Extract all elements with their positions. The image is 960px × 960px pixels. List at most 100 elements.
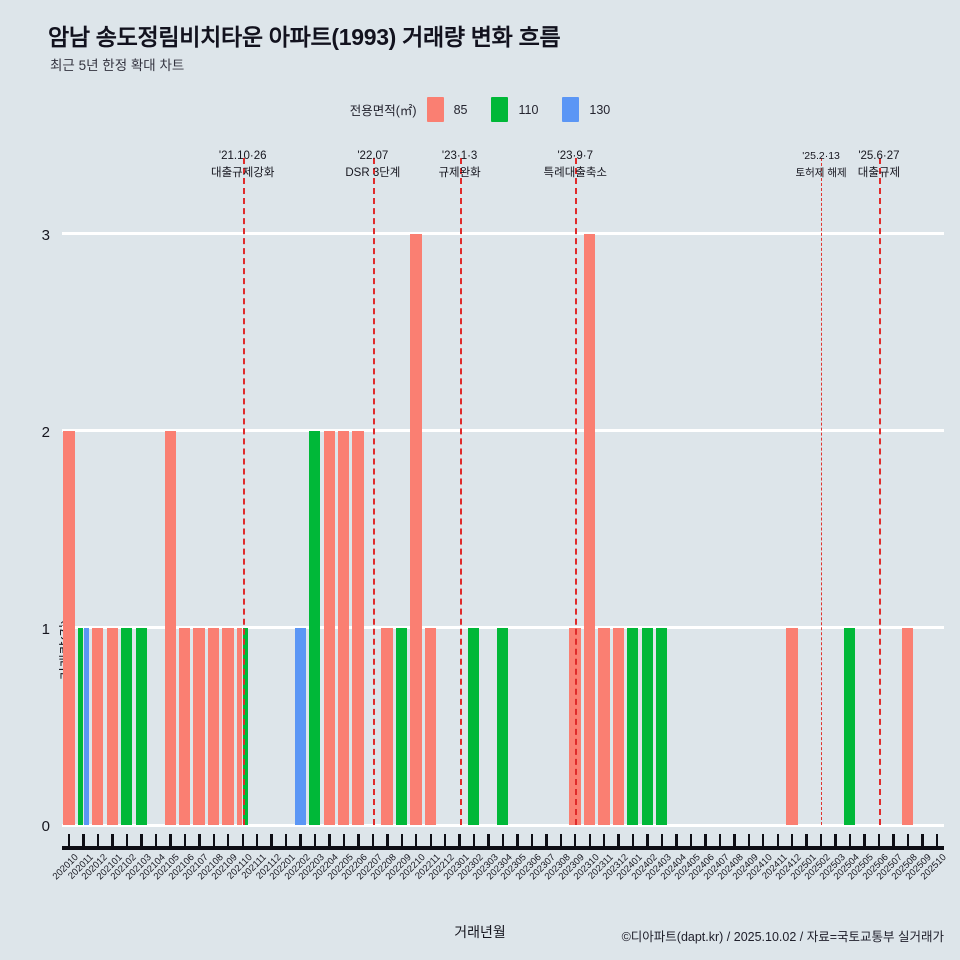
x-tick-202110 (241, 834, 244, 846)
event-label-202309: '23·9·7 특례대출축소 (505, 148, 645, 182)
bar-202108-85[interactable] (207, 627, 220, 825)
event-line-202506 (878, 158, 881, 825)
event-line-202301 (459, 158, 462, 825)
y-tick-label-0: 0 (41, 818, 50, 835)
x-tick-202310 (588, 834, 591, 846)
event-name-202309: 특례대출축소 (543, 167, 608, 179)
bar-202110-85[interactable] (236, 627, 243, 825)
bar-202202-130[interactable] (294, 627, 306, 825)
event-name-202502: 토허제 해제 (795, 167, 847, 179)
x-tick-202201 (284, 834, 288, 846)
legend-item-130[interactable]: 130 (562, 97, 610, 122)
event-name-202110: 대출규제강화 (210, 167, 275, 179)
event-name-202301: 규제완화 (438, 167, 481, 179)
bar-202101-85[interactable] (106, 627, 118, 825)
x-tick-202104 (154, 834, 158, 846)
bar-202107-85[interactable] (193, 627, 205, 825)
x-tick-202208 (386, 834, 389, 846)
bar-202102-110[interactable] (121, 627, 133, 825)
bar-202310-85[interactable] (583, 233, 596, 825)
bar-202011-130[interactable] (83, 627, 90, 825)
x-tick-202302 (472, 834, 476, 846)
event-date-202207: '22.07 (357, 150, 389, 162)
event-date-202301: '23·1·3 (441, 150, 478, 162)
x-tick-202407 (718, 834, 722, 846)
bar-202211-85[interactable] (424, 627, 437, 825)
x-tick-202112 (270, 834, 273, 846)
bar-202302-110[interactable] (468, 627, 480, 825)
bar-202311-85[interactable] (598, 627, 610, 825)
bar-202508-85[interactable] (901, 627, 914, 825)
x-tick-202106 (183, 834, 187, 846)
x-tick-202401 (631, 834, 635, 846)
legend-title: 전용면적(㎡) (349, 104, 417, 118)
x-tick-202502 (819, 834, 823, 846)
bar-202012-85[interactable] (92, 627, 104, 825)
bar-202401-110[interactable] (627, 627, 639, 825)
x-tick-202210 (415, 834, 418, 846)
bar-202209-110[interactable] (395, 627, 408, 825)
x-tick-202405 (689, 834, 693, 846)
event-date-202110: '21.10·26 (218, 150, 267, 162)
bar-202109-85[interactable] (222, 627, 234, 825)
x-tick-202505 (863, 834, 866, 846)
legend-swatch-110 (491, 97, 509, 122)
event-date-202502: '25.2·13 (802, 150, 840, 162)
bar-202110-110[interactable] (242, 627, 249, 825)
legend-label-85: 85 (453, 102, 468, 117)
bar-202304-110[interactable] (497, 627, 509, 825)
x-tick-202303 (487, 834, 490, 846)
y-tick-label-2: 2 (41, 423, 50, 441)
event-date-202309: '23·9·7 (557, 150, 593, 162)
event-name-202506: 대출규제 (857, 167, 901, 179)
event-label-202506: '25.6·27 대출규제 (809, 148, 949, 182)
bar-202106-85[interactable] (178, 627, 191, 825)
x-tick-202411 (776, 834, 779, 846)
x-tick-202510 (935, 834, 938, 846)
x-tick-202412 (790, 834, 794, 846)
x-tick-202205 (342, 834, 346, 846)
x-tick-202309 (574, 834, 577, 846)
bar-202210-85[interactable] (410, 233, 422, 825)
bar-202010-85[interactable] (63, 430, 75, 825)
bar-202203-110[interactable] (309, 430, 321, 825)
event-line-202207 (372, 158, 375, 825)
bar-202412-85[interactable] (786, 627, 798, 825)
gridline-3 (62, 232, 944, 236)
x-tick-202410 (762, 834, 765, 846)
legend-item-85[interactable]: 85 (426, 97, 492, 122)
x-tick-202212 (443, 834, 447, 846)
x-tick-202504 (848, 834, 852, 846)
bar-202402-110[interactable] (641, 627, 653, 825)
x-tick-202011 (82, 834, 85, 846)
bar-202205-85[interactable] (338, 430, 350, 825)
bar-202011-110[interactable] (77, 627, 84, 825)
bar-202504-110[interactable] (844, 627, 856, 825)
gridline-0 (62, 823, 944, 827)
bar-202206-85[interactable] (352, 430, 364, 825)
x-tick-202203 (313, 834, 317, 846)
x-tick-202105 (169, 834, 172, 846)
bar-202309-85[interactable] (569, 627, 581, 825)
x-axis-title: 거래년월 (454, 924, 506, 940)
bar-202208-85[interactable] (381, 627, 393, 825)
gridline-2 (62, 429, 944, 433)
bar-202204-85[interactable] (323, 430, 335, 825)
x-tick-202304 (501, 834, 505, 846)
bar-202312-85[interactable] (612, 627, 624, 825)
bar-202103-110[interactable] (135, 627, 147, 825)
x-tick-202102 (125, 834, 129, 846)
event-label-202110: '21.10·26 대출규제강화 (173, 148, 313, 182)
x-tick-202307 (545, 834, 548, 846)
legend-item-110[interactable]: 110 (491, 97, 562, 122)
x-tick-202204 (328, 834, 331, 846)
bar-202105-85[interactable] (164, 430, 176, 825)
x-tick-202101 (111, 834, 114, 846)
x-tick-202209 (400, 834, 403, 846)
x-axis-line: 202010 202011 202012 202101 202102 202103 2021… (51, 834, 949, 882)
x-tick-202202 (299, 834, 302, 846)
bar-202403-110[interactable] (656, 627, 668, 825)
x-tick-202306 (530, 834, 534, 846)
